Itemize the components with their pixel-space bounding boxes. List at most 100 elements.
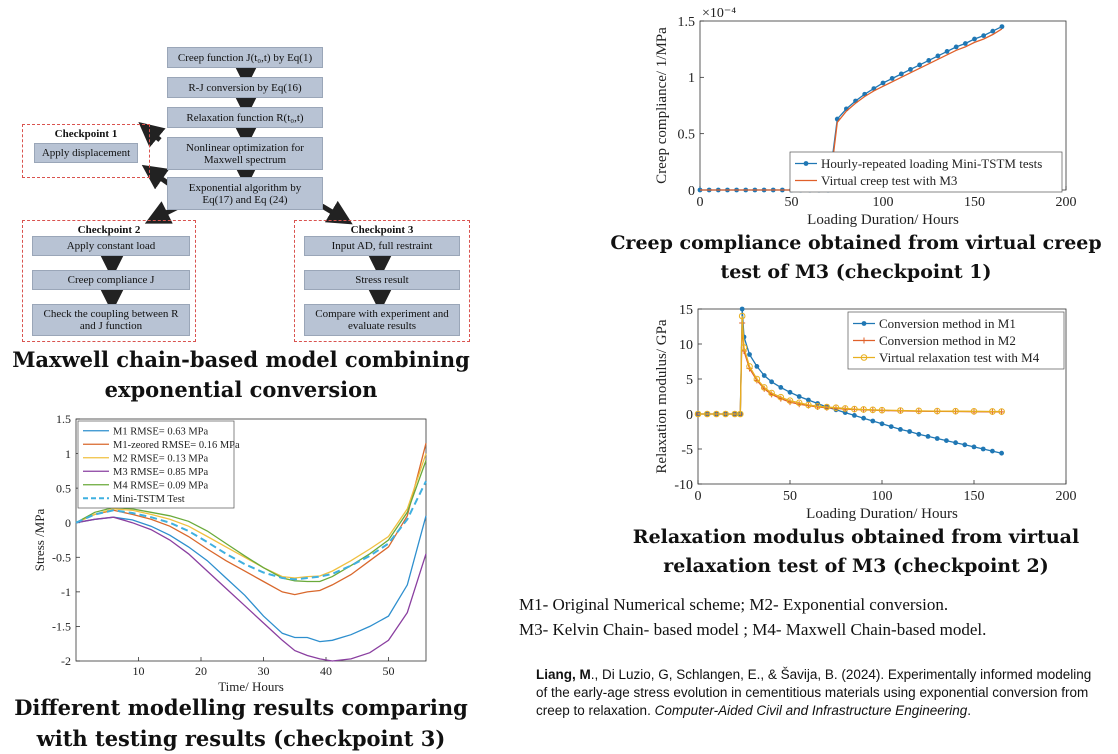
data-point	[999, 450, 1004, 456]
x-tick-label: 50	[785, 195, 799, 210]
data-point	[999, 24, 1005, 30]
legend-entry: Virtual creep test with M3	[821, 173, 957, 188]
y-tick-label: -5	[681, 443, 693, 458]
y-exponent-label: ×10⁻⁴	[702, 6, 736, 21]
reference-journal: Computer-Aided Civil and Infrastructure …	[654, 703, 968, 718]
creep-compliance-chart: 0 50 100 150 200 0 0.5 1 1.5 Loading Duration/ Ho…	[654, 6, 1077, 228]
data-point	[805, 401, 812, 409]
y-axis-label: Creep compliance/ 1/MPa	[654, 27, 670, 184]
legend: Hourly-repeated loading Mini-TSTM tests V…	[789, 151, 1063, 193]
data-point	[980, 446, 986, 452]
series-line	[75, 515, 427, 643]
data-point	[888, 424, 894, 429]
y-tick-label: 10	[679, 338, 693, 353]
data-point	[803, 161, 809, 166]
checkpoint-2-box	[22, 220, 196, 342]
series-m3-rmse-0-85-mpa	[75, 516, 427, 662]
x-tick-label: 200	[1056, 195, 1077, 210]
legend-entry: M4 RMSE= 0.09 MPa	[113, 480, 209, 491]
data-point	[761, 373, 767, 378]
checkpoint-1-box	[22, 124, 150, 178]
data-point	[907, 429, 912, 434]
checkpoint-2-step-1: Apply constant load	[32, 236, 190, 256]
data-point	[814, 403, 821, 410]
data-point	[889, 76, 895, 81]
data-point	[935, 53, 941, 59]
data-point	[861, 321, 867, 326]
series-m1-rmse-0-63-mpa	[75, 515, 427, 643]
data-point	[952, 407, 959, 415]
series-m1-zeored-rmse-0-16-mpa	[75, 443, 427, 596]
x-tick-label: 0	[697, 195, 704, 210]
reference: Liang, M., Di Luzio, G, Schlangen, E., &…	[536, 666, 1096, 720]
x-tick-label: 30	[258, 664, 270, 678]
series-mini-tstm-test	[75, 480, 427, 581]
data-point	[860, 354, 868, 361]
data-point	[972, 36, 977, 42]
x-tick-label: 40	[320, 664, 332, 678]
model-legend-line-2: M3- Kelvin Chain- based model ; M4- Maxw…	[519, 620, 987, 639]
data-point	[777, 393, 785, 401]
reference-text: ., Di Luzio, G, Schlangen, E., & Šavija,…	[536, 667, 1092, 718]
flow-step-creep-function: Creep function J(t₀,t) by Eq(1)	[167, 47, 323, 68]
y-axis-label: Relaxation modulus/ GPa	[654, 319, 670, 473]
data-point	[787, 389, 793, 395]
data-point	[768, 389, 775, 397]
data-point	[694, 410, 702, 418]
data-point	[990, 448, 995, 454]
legend-entry: Hourly-repeated loading Mini-TSTM tests	[821, 156, 1042, 171]
data-point	[769, 379, 774, 385]
y-tick-label: 1.5	[56, 412, 71, 426]
data-point	[908, 67, 913, 72]
flow-step-exponential-algorithm: Exponential algorithm by Eq(17) and Eq (…	[167, 177, 323, 210]
data-point	[753, 375, 761, 383]
data-point	[740, 344, 748, 351]
data-point	[870, 418, 876, 424]
data-point	[897, 407, 904, 414]
data-point	[832, 404, 840, 411]
checkpoint-2-title: Checkpoint 2	[77, 224, 141, 236]
data-point	[933, 407, 941, 415]
y-tick-label: -2	[61, 654, 71, 668]
x-tick-label: 50	[383, 664, 395, 678]
data-point	[823, 403, 831, 411]
x-tick-label: 100	[872, 489, 893, 504]
relax-caption-line-1: Relaxation modulus obtained from virtual	[632, 526, 1080, 548]
y-tick-label: -0.5	[52, 550, 71, 564]
checkpoint-3-step-3: Compare with experiment and evaluate res…	[304, 304, 460, 336]
x-tick-label: 150	[964, 195, 985, 210]
y-tick-label: 5	[686, 373, 693, 388]
series-line	[698, 315, 1002, 415]
y-axis-label: Stress /MPa	[32, 509, 47, 572]
data-point	[998, 408, 1005, 415]
data-point	[778, 385, 784, 390]
y-tick-label: 15	[679, 303, 693, 318]
flowchart-caption-line-2: exponential conversion	[104, 377, 378, 402]
x-tick-label: 150	[964, 489, 985, 504]
data-point	[944, 49, 950, 54]
x-tick-label: 50	[783, 489, 797, 504]
legend-entry: Conversion method in M1	[879, 316, 1016, 331]
legend-entry: Mini-TSTM Test	[113, 494, 185, 505]
checkpoint-2-step-3: Check the coupling between R and J funct…	[32, 304, 190, 336]
data-point	[970, 408, 978, 415]
series-line	[75, 443, 427, 596]
data-point	[953, 440, 958, 446]
legend-entry: Virtual relaxation test with M4	[879, 350, 1040, 365]
y-tick-label: 0	[686, 408, 693, 423]
arrow-to-cp3	[320, 200, 353, 225]
x-tick-label: 200	[1056, 489, 1077, 504]
data-point	[878, 406, 886, 414]
series-virtual-relaxation-test-with-m4	[694, 312, 1005, 418]
reference-end: .	[967, 703, 972, 718]
x-tick-label: 0	[695, 489, 702, 504]
data-point	[962, 41, 968, 46]
flowchart-caption: Maxwell chain-based model combining expo…	[0, 345, 482, 405]
data-point	[703, 410, 711, 418]
data-point	[916, 431, 922, 437]
data-point	[989, 408, 996, 415]
y-tick-label: 0	[688, 184, 695, 199]
y-tick-label: -10	[674, 478, 693, 493]
data-point	[806, 397, 811, 403]
data-point	[747, 352, 752, 357]
